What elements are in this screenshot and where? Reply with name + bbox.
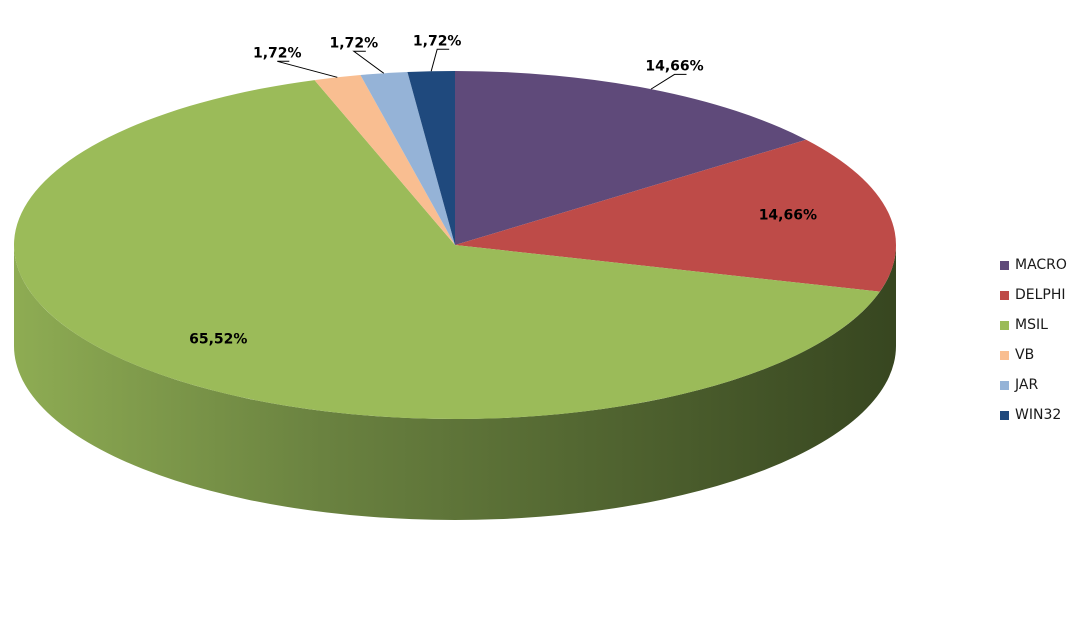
legend-item-vb: VB: [1000, 340, 1067, 370]
legend-swatch-win32: [1000, 410, 1009, 420]
leader-line-jar: [352, 50, 385, 74]
legend-swatch-vb: [1000, 350, 1009, 360]
pie-slice-win32: [407, 71, 455, 245]
pie-slice-delphi: [455, 139, 896, 292]
legend-item-jar: JAR: [1000, 370, 1067, 400]
legend-label-msil: MSIL: [1015, 317, 1048, 333]
pie-slices: [13, 71, 896, 419]
legend-label-delphi: DELPHI: [1015, 287, 1066, 303]
pie-sides: [14, 245, 896, 520]
data-label-jar: 1,72%: [330, 35, 379, 51]
legend-swatch-macro: [1000, 260, 1009, 270]
pie-slice-vb: [314, 75, 455, 245]
legend-swatch-jar: [1000, 380, 1009, 390]
data-label-vb: 1,72%: [253, 45, 302, 61]
legend-swatch-delphi: [1000, 290, 1009, 300]
leader-line-macro: [650, 73, 687, 90]
pie-slice-jar: [360, 72, 455, 246]
legend-label-win32: WIN32: [1015, 407, 1062, 423]
legend: MACRO DELPHI MSIL VB JAR WIN32: [1000, 250, 1067, 430]
legend-item-macro: MACRO: [1000, 250, 1067, 280]
leader-line-vb: [277, 60, 338, 78]
legend-item-delphi: DELPHI: [1000, 280, 1067, 310]
legend-item-win32: WIN32: [1000, 400, 1067, 430]
data-label-win32: 1,72%: [413, 33, 462, 49]
pie-side-msil: [14, 245, 896, 520]
legend-swatch-msil: [1000, 320, 1009, 330]
data-label-macro: 14,66%: [645, 58, 703, 74]
legend-item-msil: MSIL: [1000, 310, 1067, 340]
leader-line-win32: [430, 48, 450, 72]
leader-lines: [277, 48, 687, 90]
pie-slice-msil: [13, 80, 880, 419]
legend-label-macro: MACRO: [1015, 257, 1067, 273]
legend-label-jar: JAR: [1015, 377, 1039, 393]
pie-slice-macro: [455, 71, 807, 245]
data-label-msil: 65,52%: [189, 331, 247, 347]
legend-label-vb: VB: [1015, 347, 1035, 363]
data-label-delphi: 14,66%: [759, 207, 817, 223]
data-labels: 14,66% 14,66% 65,52% 1,72% 1,72% 1,72%: [189, 33, 817, 347]
